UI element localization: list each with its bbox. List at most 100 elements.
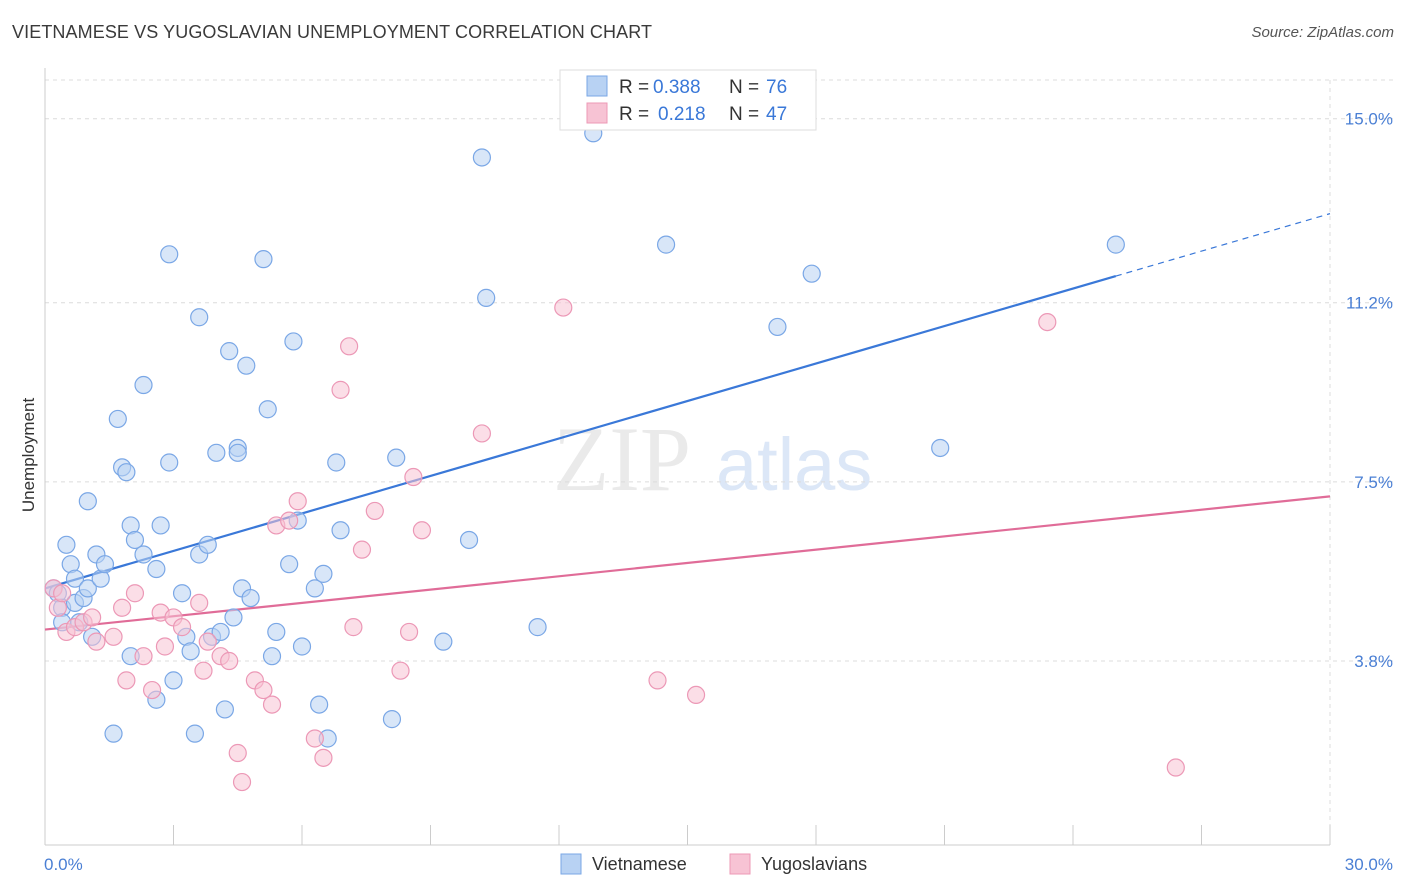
point-vietnamese bbox=[656, 235, 676, 254]
bottom-legend-label-yugoslavians: Yugoslavians bbox=[761, 854, 867, 874]
point-yugoslavians bbox=[172, 618, 192, 637]
point-vietnamese bbox=[190, 308, 209, 327]
point-vietnamese bbox=[434, 632, 453, 651]
source-label: Source: ZipAtlas.com bbox=[1251, 24, 1394, 41]
legend-r-value-vietnamese: 0.388 bbox=[653, 77, 701, 98]
point-yugoslavians bbox=[399, 622, 419, 642]
x-tick-label-max: 30.0% bbox=[1345, 855, 1393, 874]
point-vietnamese bbox=[160, 453, 179, 472]
point-vietnamese bbox=[78, 579, 97, 598]
point-vietnamese bbox=[181, 642, 200, 661]
point-vietnamese bbox=[215, 700, 234, 719]
point-yugoslavians bbox=[404, 467, 423, 487]
point-vietnamese bbox=[768, 317, 787, 337]
point-yugoslavians bbox=[472, 424, 491, 443]
point-vietnamese bbox=[262, 647, 282, 666]
point-yugoslavians bbox=[228, 743, 247, 763]
point-yugoslavians bbox=[314, 748, 333, 767]
point-vietnamese bbox=[237, 356, 256, 375]
legend-n-value-vietnamese: 76 bbox=[766, 77, 787, 98]
point-vietnamese bbox=[528, 618, 547, 637]
point-yugoslavians bbox=[331, 380, 350, 399]
point-vietnamese bbox=[198, 535, 217, 554]
point-vietnamese bbox=[207, 443, 226, 462]
point-vietnamese bbox=[1106, 235, 1125, 254]
trend-line-vietnamese bbox=[44, 275, 1117, 590]
y-tick-label: 7.5% bbox=[1354, 473, 1393, 492]
point-yugoslavians bbox=[288, 492, 307, 511]
y-tick-label: 15.0% bbox=[1345, 110, 1393, 129]
point-yugoslavians bbox=[134, 647, 153, 666]
point-yugoslavians bbox=[1038, 312, 1057, 332]
point-vietnamese bbox=[104, 724, 123, 743]
point-yugoslavians bbox=[220, 651, 239, 671]
point-vietnamese bbox=[125, 530, 145, 550]
point-yugoslavians bbox=[365, 501, 384, 521]
point-vietnamese bbox=[65, 569, 85, 588]
watermark-zip: ZIP bbox=[553, 408, 691, 510]
point-vietnamese bbox=[292, 637, 312, 656]
tick-labels: 3.8% 7.5% 11.2% 15.0% 0.0% 30.0% bbox=[44, 110, 1393, 874]
point-vietnamese bbox=[310, 695, 329, 714]
x-tick-label-min: 0.0% bbox=[44, 855, 83, 874]
legend-r-label-1: R = bbox=[619, 77, 649, 98]
point-yugoslavians bbox=[262, 695, 282, 714]
point-yugoslavians bbox=[554, 298, 573, 317]
trend-line-yugoslavians bbox=[44, 495, 1331, 631]
point-vietnamese bbox=[134, 545, 153, 564]
point-yugoslavians bbox=[198, 632, 217, 651]
point-yugoslavians bbox=[648, 671, 667, 690]
point-yugoslavians bbox=[305, 729, 324, 748]
point-vietnamese bbox=[172, 584, 192, 603]
legend-n-label-1: N = bbox=[729, 77, 759, 98]
point-vietnamese bbox=[472, 148, 491, 167]
point-yugoslavians bbox=[391, 661, 410, 680]
point-yugoslavians bbox=[155, 637, 175, 656]
point-vietnamese bbox=[382, 710, 402, 729]
legend-n-value-yugoslavians: 47 bbox=[766, 104, 787, 125]
point-vietnamese bbox=[185, 724, 205, 743]
point-yugoslavians bbox=[142, 680, 162, 700]
point-yugoslavians bbox=[352, 540, 372, 559]
point-vietnamese bbox=[147, 559, 166, 579]
point-vietnamese bbox=[57, 535, 76, 554]
point-yugoslavians bbox=[280, 511, 299, 530]
point-vietnamese bbox=[134, 375, 153, 395]
y-tick-label: 11.2% bbox=[1346, 294, 1393, 313]
point-vietnamese bbox=[387, 448, 406, 467]
point-yugoslavians bbox=[53, 584, 72, 603]
point-yugoslavians bbox=[340, 337, 359, 356]
chart-title: VIETNAMESE VS YUGOSLAVIAN UNEMPLOYMENT C… bbox=[12, 22, 653, 42]
point-vietnamese bbox=[327, 453, 346, 472]
point-vietnamese bbox=[931, 438, 950, 458]
point-yugoslavians bbox=[112, 598, 132, 617]
point-yugoslavians bbox=[254, 680, 273, 700]
point-vietnamese bbox=[802, 264, 821, 283]
point-vietnamese bbox=[164, 671, 183, 690]
point-vietnamese bbox=[108, 409, 127, 429]
point-vietnamese bbox=[258, 400, 277, 419]
point-vietnamese bbox=[220, 342, 239, 361]
legend-r-label-2: R = bbox=[619, 104, 649, 125]
point-yugoslavians bbox=[232, 772, 252, 792]
point-vietnamese bbox=[280, 555, 299, 574]
point-vietnamese bbox=[459, 530, 479, 550]
bottom-legend: Vietnamese Yugoslavians bbox=[560, 853, 867, 875]
y-tick-label: 3.8% bbox=[1354, 652, 1393, 671]
trend-line-vietnamese-extension bbox=[1115, 213, 1331, 277]
axes bbox=[44, 68, 1331, 846]
point-vietnamese bbox=[228, 443, 247, 462]
point-vietnamese bbox=[314, 564, 333, 583]
point-yugoslavians bbox=[686, 685, 706, 705]
trend-lines bbox=[44, 213, 1331, 631]
point-yugoslavians bbox=[83, 608, 102, 627]
point-yugoslavians bbox=[412, 521, 432, 540]
point-vietnamese bbox=[477, 288, 496, 307]
point-yugoslavians bbox=[1166, 758, 1185, 777]
point-yugoslavians bbox=[194, 661, 213, 680]
point-vietnamese bbox=[305, 579, 324, 598]
point-yugoslavians bbox=[344, 618, 363, 637]
y-axis-title: Unemployment bbox=[19, 398, 38, 513]
point-vietnamese bbox=[95, 555, 115, 574]
